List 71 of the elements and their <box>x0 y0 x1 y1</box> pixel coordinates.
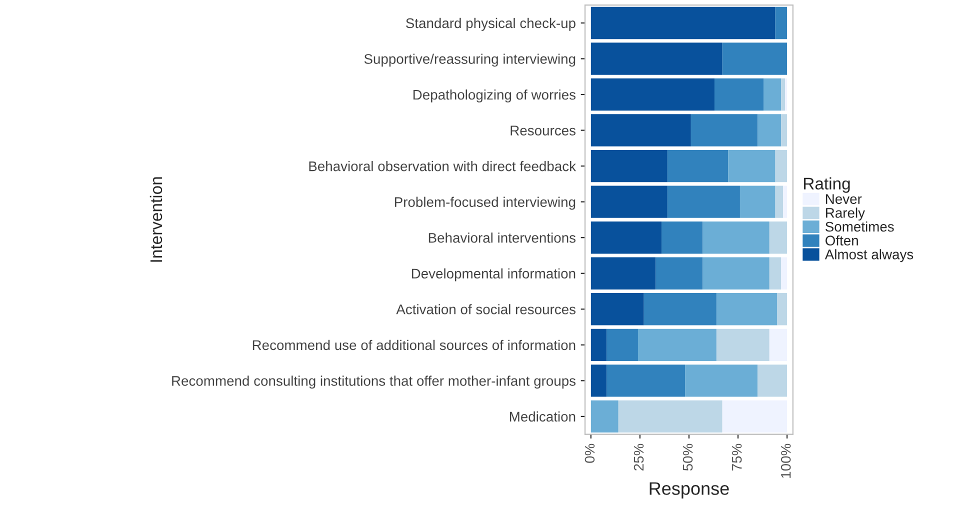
y-tick-label: Recommend consulting institutions that offer mother-infant groups <box>172 376 576 389</box>
bar <box>722 42 788 75</box>
y-tick-label: Activation of social resources <box>396 304 576 314</box>
bar <box>606 364 686 397</box>
y-tick-label: Developmental information <box>412 268 576 282</box>
bar <box>590 293 644 326</box>
y-tick-label: Depathologizing of worries <box>413 89 576 102</box>
bar <box>769 257 782 290</box>
bar <box>769 328 788 362</box>
bar <box>618 400 722 433</box>
bar <box>769 222 788 254</box>
y-tick-label: Resources <box>510 126 576 136</box>
x-tick-label: 50% <box>682 444 693 471</box>
bar <box>781 257 788 290</box>
bar <box>781 78 786 111</box>
bar <box>590 257 656 290</box>
bar <box>590 6 776 40</box>
legend-label: Never <box>826 194 862 204</box>
bar <box>590 78 714 111</box>
y-tick-label: Behavioral observation with direct feedback <box>309 161 576 172</box>
bar <box>590 364 607 397</box>
bar <box>590 222 662 254</box>
bar <box>775 150 788 182</box>
bar <box>758 364 788 397</box>
bar <box>716 293 778 326</box>
bar <box>702 257 770 290</box>
x-axis-title: Response <box>650 482 729 498</box>
x-tick-label: 0% <box>584 444 595 463</box>
bar <box>590 42 722 75</box>
bar <box>714 78 764 111</box>
y-tick-label: Recommend use of additional sources of information <box>252 340 576 350</box>
y-tick-label: Standard physical check-up <box>406 18 576 31</box>
legend-label: Rarely <box>826 208 865 221</box>
legend-title: Rating <box>804 177 850 193</box>
bar <box>590 186 668 218</box>
y-axis-title: Intervention <box>150 177 162 262</box>
x-tick-label: 75% <box>732 444 742 470</box>
legend-label: Often <box>826 235 858 246</box>
bar <box>662 222 703 254</box>
bar <box>590 114 691 146</box>
bar <box>740 186 776 218</box>
bar <box>644 293 716 326</box>
y-tick-label: Supportive/reassuring interviewing <box>364 54 576 67</box>
x-tick-label: 25% <box>634 444 644 470</box>
bar <box>777 293 788 326</box>
bar <box>781 114 788 146</box>
bar <box>722 400 788 433</box>
bar <box>728 150 776 182</box>
bar <box>716 328 770 362</box>
bar <box>764 78 782 111</box>
y-tick-label: Behavioral interventions <box>428 232 576 243</box>
bar <box>758 114 782 146</box>
bar <box>656 257 703 290</box>
bar <box>775 186 784 218</box>
bar <box>638 328 716 362</box>
bar <box>606 328 638 362</box>
legend-label: Almost always <box>824 249 914 262</box>
y-tick-label: Medication <box>510 411 576 422</box>
x-tick-label: 100% <box>780 444 791 478</box>
bar <box>590 150 668 182</box>
bar <box>775 6 788 40</box>
legend-label: Sometimes <box>826 221 894 232</box>
bar <box>702 222 770 254</box>
bar <box>590 400 618 433</box>
y-tick-label: Problem-focused interviewing <box>394 196 576 210</box>
bar <box>783 186 788 218</box>
bar <box>667 150 728 182</box>
bar <box>590 328 607 362</box>
bar <box>690 114 758 146</box>
bar <box>685 364 758 397</box>
bar <box>667 186 740 218</box>
